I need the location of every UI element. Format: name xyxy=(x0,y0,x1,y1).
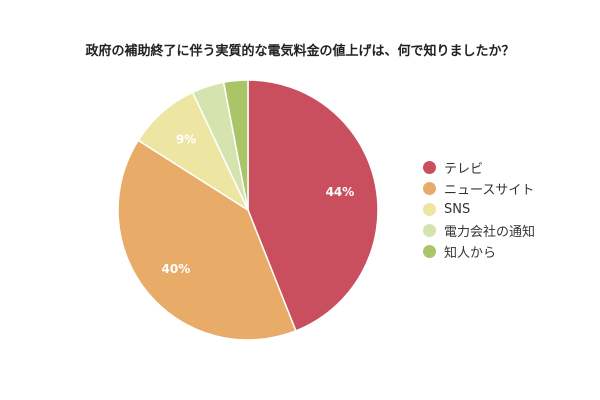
legend-item: 電力会社の通知 xyxy=(423,220,535,241)
legend-swatch xyxy=(423,182,436,195)
legend-swatch xyxy=(423,224,436,237)
pie-slice xyxy=(247,79,379,332)
pie-data-labels: 44% 40% 9% xyxy=(162,132,355,276)
legend-label: SNS xyxy=(444,202,471,217)
pie-data-label: 44% xyxy=(326,185,355,199)
chart-title: 政府の補助終了に伴う実質的な電気料金の値上げは、何で知りましたか？ xyxy=(85,44,515,59)
legend-label: テレビ xyxy=(444,162,484,177)
legend-item: ニュースサイト xyxy=(423,178,535,199)
legend-label: 知人から xyxy=(444,246,497,261)
legend-swatch xyxy=(423,161,436,174)
pie-slice xyxy=(117,139,297,341)
legend-label: ニュースサイト xyxy=(444,183,535,198)
legend-swatch xyxy=(423,245,436,258)
chart-legend: テレビ ニュースサイト SNS 電力会社の通知 知人から xyxy=(423,157,535,262)
legend-item: 知人から xyxy=(423,241,535,262)
pie-slices xyxy=(117,79,379,341)
legend-label: 電力会社の通知 xyxy=(444,225,536,240)
pie-slice xyxy=(222,79,249,211)
legend-item: SNS xyxy=(423,199,535,220)
legend-swatch xyxy=(423,203,436,216)
pie-data-label: 9% xyxy=(176,132,196,146)
legend-item: テレビ xyxy=(423,157,535,178)
pie-data-label: 40% xyxy=(162,262,191,276)
